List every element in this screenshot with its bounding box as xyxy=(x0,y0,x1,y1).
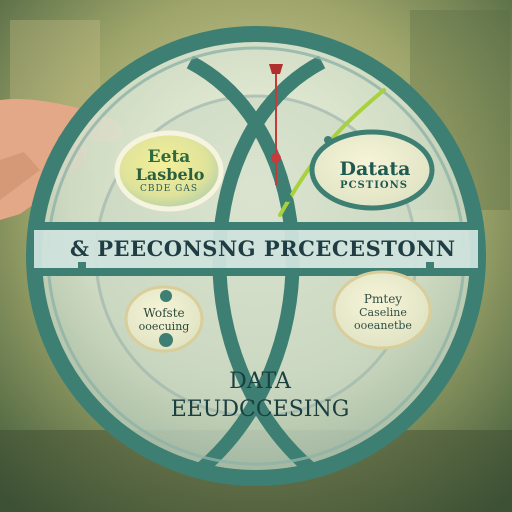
badge-top-right-line-2: PCSTIONS xyxy=(340,180,408,191)
badge-bottom-right-line-1: Pmtey xyxy=(363,292,403,306)
marker-left xyxy=(78,262,86,270)
title-band xyxy=(34,226,478,272)
badge-top-right xyxy=(309,129,435,211)
marker-right xyxy=(426,262,434,270)
badge-top-right-line-1: Datata xyxy=(339,158,411,180)
accent-line xyxy=(278,88,386,217)
badge-bottom-left-line-2: ooecuing xyxy=(138,320,190,333)
badge-bottom-left-emblem xyxy=(160,290,172,302)
bottom-title-line-1: DATA xyxy=(229,369,291,394)
badge-bottom-left-line-1: Wofste xyxy=(143,306,185,320)
badge-top-left xyxy=(114,130,224,212)
badge-top-left-line-3: CBDE GAS xyxy=(139,184,198,194)
badge-bottom-left xyxy=(124,285,204,353)
badge-top-left-line-1: Eeta xyxy=(147,147,191,167)
badge-top-left-line-2: Lasbelo xyxy=(135,165,205,184)
badge-bottom-right-line-2: Caseline xyxy=(359,306,407,319)
badge-bottom-right xyxy=(332,270,432,350)
band-title: & PEECONSNG PRCECESTONN xyxy=(70,236,456,261)
badge-bottom-left-emblem-2 xyxy=(159,333,173,347)
badge-bottom-right-line-3: ooeanetbe xyxy=(354,319,412,332)
bottom-title-line-2: EEUDCCESING xyxy=(170,397,350,422)
pin-icon xyxy=(269,64,283,185)
title-band-bottom-edge xyxy=(34,268,478,276)
accent-line-node-1 xyxy=(284,194,292,202)
title-band-top-edge xyxy=(34,222,478,230)
